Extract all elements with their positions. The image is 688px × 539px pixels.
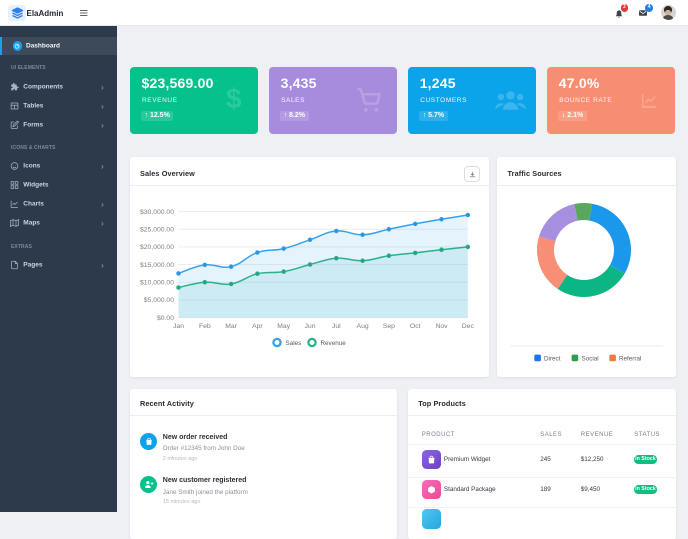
svg-text:Direct: Direct: [544, 355, 561, 362]
svg-text:May: May: [277, 323, 290, 330]
svg-text:Feb: Feb: [198, 323, 210, 330]
svg-text:Dec: Dec: [461, 323, 474, 330]
svg-text:Revenue: Revenue: [320, 340, 346, 347]
svg-text:Aug: Aug: [356, 323, 368, 330]
svg-text:Sep: Sep: [382, 323, 394, 330]
svg-text:Jan: Jan: [173, 323, 184, 330]
svg-text:Mar: Mar: [225, 323, 237, 330]
svg-text:$0.00: $0.00: [156, 315, 173, 322]
svg-text:Referral: Referral: [619, 355, 641, 362]
svg-text:Sales: Sales: [285, 340, 301, 347]
svg-text:$25,000.00: $25,000.00: [139, 227, 173, 234]
svg-text:Jul: Jul: [331, 323, 340, 330]
svg-text:Jun: Jun: [304, 323, 315, 330]
svg-text:Apr: Apr: [252, 323, 263, 330]
svg-text:$20,000.00: $20,000.00: [139, 244, 173, 251]
svg-text:$5,000.00: $5,000.00: [143, 297, 173, 304]
svg-text:$10,000.00: $10,000.00: [139, 280, 173, 287]
svg-text:Social: Social: [582, 355, 599, 362]
svg-text:Nov: Nov: [435, 323, 448, 330]
svg-text:$15,000.00: $15,000.00: [139, 262, 173, 269]
svg-text:$30,000.00: $30,000.00: [139, 209, 173, 216]
svg-text:Oct: Oct: [409, 323, 420, 330]
